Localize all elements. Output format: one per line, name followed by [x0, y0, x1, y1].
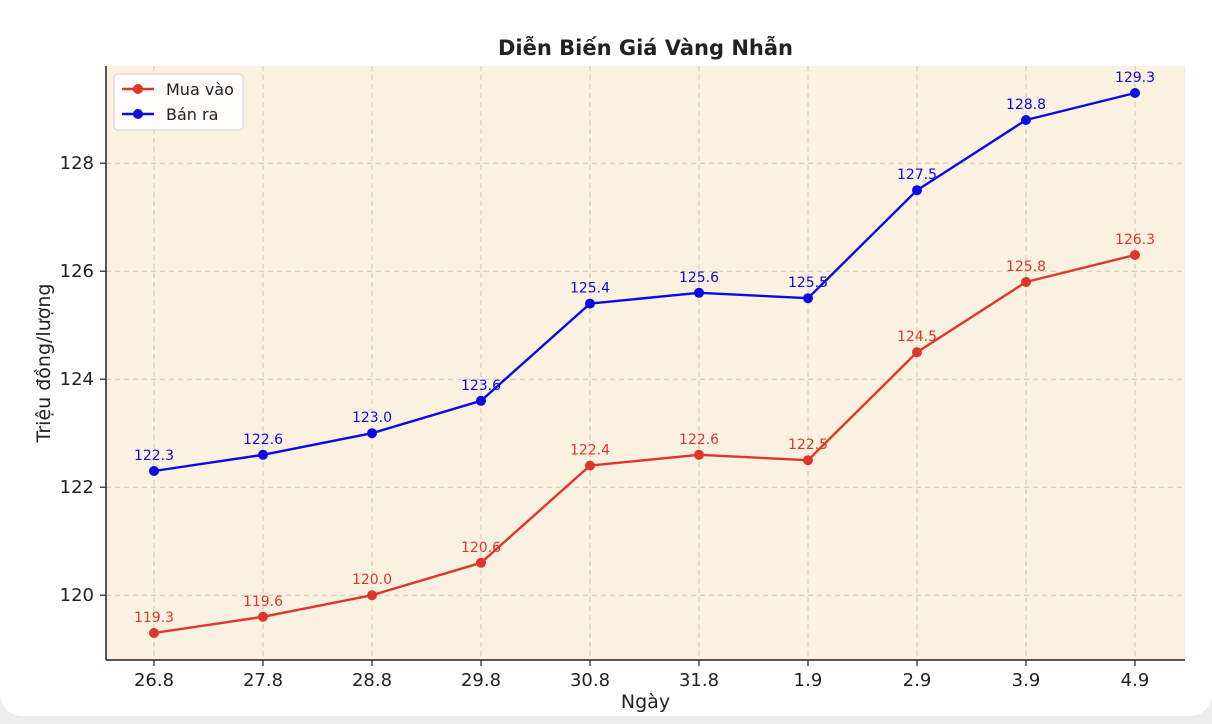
data-point [912, 185, 922, 196]
legend-label: Bán ra [166, 105, 218, 124]
x-tick-label: 31.8 [679, 670, 719, 691]
y-tick-label: 124 [60, 369, 94, 390]
data-point [912, 347, 922, 358]
x-tick-label: 4.9 [1121, 670, 1150, 691]
data-point [1021, 277, 1031, 287]
data-label: 125.5 [788, 275, 828, 291]
data-point [1130, 88, 1140, 98]
x-tick-label: 3.9 [1012, 670, 1041, 691]
data-point [694, 287, 704, 298]
chart-title: Diễn Biến Giá Vàng Nhẫn [498, 36, 793, 60]
y-tick-label: 128 [60, 153, 94, 174]
y-axis-label: Triệu đồng/lượng [33, 284, 55, 444]
series-line [153, 253, 1136, 635]
data-point [258, 449, 268, 460]
x-axis-label: Ngày [621, 691, 670, 713]
data-point [258, 611, 268, 622]
y-tick-label: 120 [60, 585, 94, 606]
plot-background [106, 66, 1185, 660]
data-label: 119.6 [243, 594, 283, 610]
legend-marker [133, 84, 143, 94]
data-point [367, 428, 377, 439]
data-label: 122.6 [679, 432, 719, 448]
data-point [694, 449, 704, 460]
grid-lines [106, 66, 1185, 660]
x-tick-label: 28.8 [352, 670, 392, 691]
data-label: 122.3 [134, 448, 174, 464]
data-point [1130, 250, 1140, 260]
y-tick-label: 122 [60, 477, 94, 498]
data-label: 125.4 [570, 281, 610, 297]
data-label: 125.8 [1006, 259, 1046, 275]
legend-marker [133, 109, 143, 119]
data-label: 124.5 [897, 329, 937, 345]
data-label: 125.6 [679, 270, 719, 286]
data-label: 128.8 [1006, 97, 1046, 113]
data-point [149, 628, 159, 638]
data-point [585, 298, 595, 309]
legend-label: Mua vào [166, 80, 234, 99]
x-tick-label: 30.8 [570, 670, 610, 691]
data-label: 123.6 [461, 378, 501, 394]
data-label: 129.3 [1115, 70, 1155, 86]
data-point [367, 590, 377, 601]
data-point [1021, 115, 1031, 125]
x-tick-label: 1.9 [794, 670, 823, 691]
axes: 120 122 124 126 128 26.8 27.8 28.8 29.8 30.8 31.8 1… [60, 66, 1185, 691]
data-point [476, 557, 486, 568]
x-tick-label: 29.8 [461, 670, 501, 691]
data-label: 123.0 [352, 410, 392, 426]
data-label: 122.5 [788, 437, 828, 453]
data-label: 120.0 [352, 572, 392, 588]
data-label: 127.5 [897, 167, 937, 183]
series-group [149, 88, 1140, 638]
data-point [585, 460, 595, 471]
data-point [476, 395, 486, 406]
series-line [153, 91, 1136, 473]
x-tick-label: 27.8 [243, 670, 283, 691]
data-label: 126.3 [1115, 232, 1155, 248]
data-label: 122.6 [243, 432, 283, 448]
data-point [803, 293, 813, 304]
data-labels: 119.3 119.6 120.0 120.6 122.4 122.6 122.5 124.5… [134, 70, 1155, 626]
legend: Mua vào Bán ra [113, 73, 244, 131]
data-point [149, 466, 159, 476]
data-label: 122.4 [570, 443, 610, 459]
x-tick-label: 2.9 [903, 670, 932, 691]
x-tick-label: 26.8 [134, 670, 174, 691]
y-tick-label: 126 [60, 261, 94, 282]
data-point [803, 455, 813, 466]
data-label: 119.3 [134, 610, 174, 626]
data-label: 120.6 [461, 540, 501, 556]
